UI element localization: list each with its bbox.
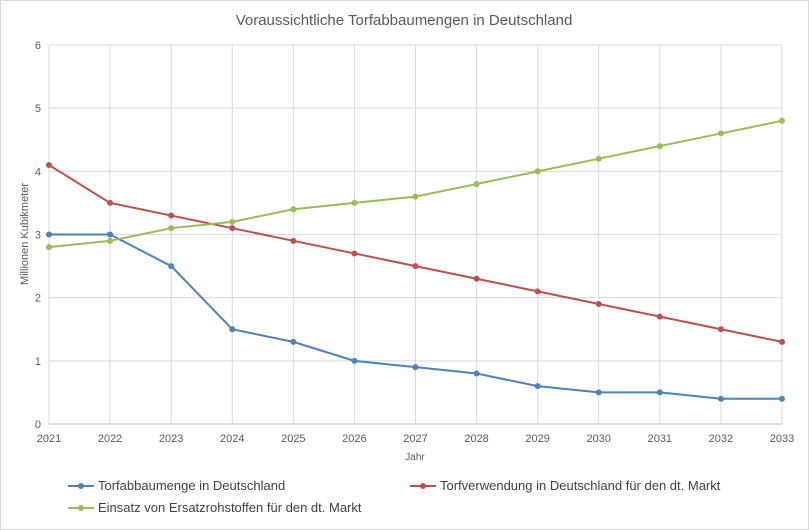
x-tick-label: 2024 (220, 433, 244, 445)
data-point (779, 117, 785, 124)
y-tick-label: 4 (35, 166, 41, 178)
x-tick-label: 2028 (464, 433, 488, 445)
data-point (168, 225, 175, 232)
legend-label: Torfverwendung in Deutschland für den dt… (440, 478, 721, 493)
chart-title: Voraussichtliche Torfabbaumengen in Deut… (236, 12, 573, 29)
y-tick-label: 5 (35, 103, 41, 115)
y-tick-label: 3 (35, 230, 41, 242)
data-point (46, 162, 52, 169)
x-tick-label: 2026 (342, 433, 366, 445)
data-point (595, 155, 602, 162)
y-tick-label: 6 (35, 40, 41, 52)
y-tick-label: 1 (35, 356, 41, 368)
x-tick-label: 2030 (587, 433, 611, 445)
x-tick-label: 2022 (98, 433, 122, 445)
data-point (351, 357, 358, 364)
data-point (46, 231, 52, 238)
data-point (107, 237, 114, 244)
data-point (717, 130, 724, 137)
legend-label: Torfabbaumenge in Deutschland (98, 478, 285, 493)
legend-marker (78, 505, 84, 511)
data-point (595, 389, 602, 396)
data-point (473, 180, 480, 187)
data-point (351, 250, 358, 257)
y-axis-label: Millionen Kubikmeter (19, 183, 31, 285)
data-point (46, 244, 52, 251)
data-point (351, 199, 358, 206)
x-tick-label: 2023 (159, 433, 183, 445)
x-tick-label: 2021 (37, 433, 61, 445)
data-point (107, 199, 114, 206)
x-axis-label: Jahr (405, 452, 425, 463)
data-point (229, 218, 236, 225)
data-point (534, 168, 541, 175)
legend-marker (78, 483, 84, 489)
legend-marker (420, 483, 426, 489)
data-point (473, 370, 480, 377)
data-point (656, 313, 663, 320)
data-point (656, 389, 663, 396)
data-point (656, 143, 663, 150)
data-point (779, 395, 785, 402)
x-tick-label: 2027 (403, 433, 427, 445)
data-point (412, 364, 419, 371)
legend-label: Einsatz von Ersatzrohstoffen für den dt.… (98, 500, 362, 515)
data-point (168, 212, 175, 219)
x-tick-label: 2033 (770, 433, 794, 445)
y-tick-label: 2 (35, 293, 41, 305)
data-point (168, 263, 175, 270)
x-tick-label: 2025 (281, 433, 305, 445)
data-point (717, 395, 724, 402)
data-point (229, 225, 236, 232)
data-point (473, 275, 480, 282)
x-tick-label: 2029 (525, 433, 549, 445)
y-tick-label: 0 (35, 419, 41, 431)
data-point (717, 326, 724, 333)
data-point (595, 300, 602, 307)
data-point (229, 326, 236, 333)
data-point (412, 193, 419, 200)
x-tick-label: 2032 (709, 433, 733, 445)
data-point (290, 338, 297, 345)
data-point (412, 263, 419, 270)
data-point (779, 338, 785, 345)
x-tick-label: 2031 (648, 433, 672, 445)
data-point (534, 288, 541, 295)
data-point (107, 231, 114, 238)
data-point (290, 206, 297, 213)
data-point (534, 383, 541, 390)
data-point (290, 237, 297, 244)
